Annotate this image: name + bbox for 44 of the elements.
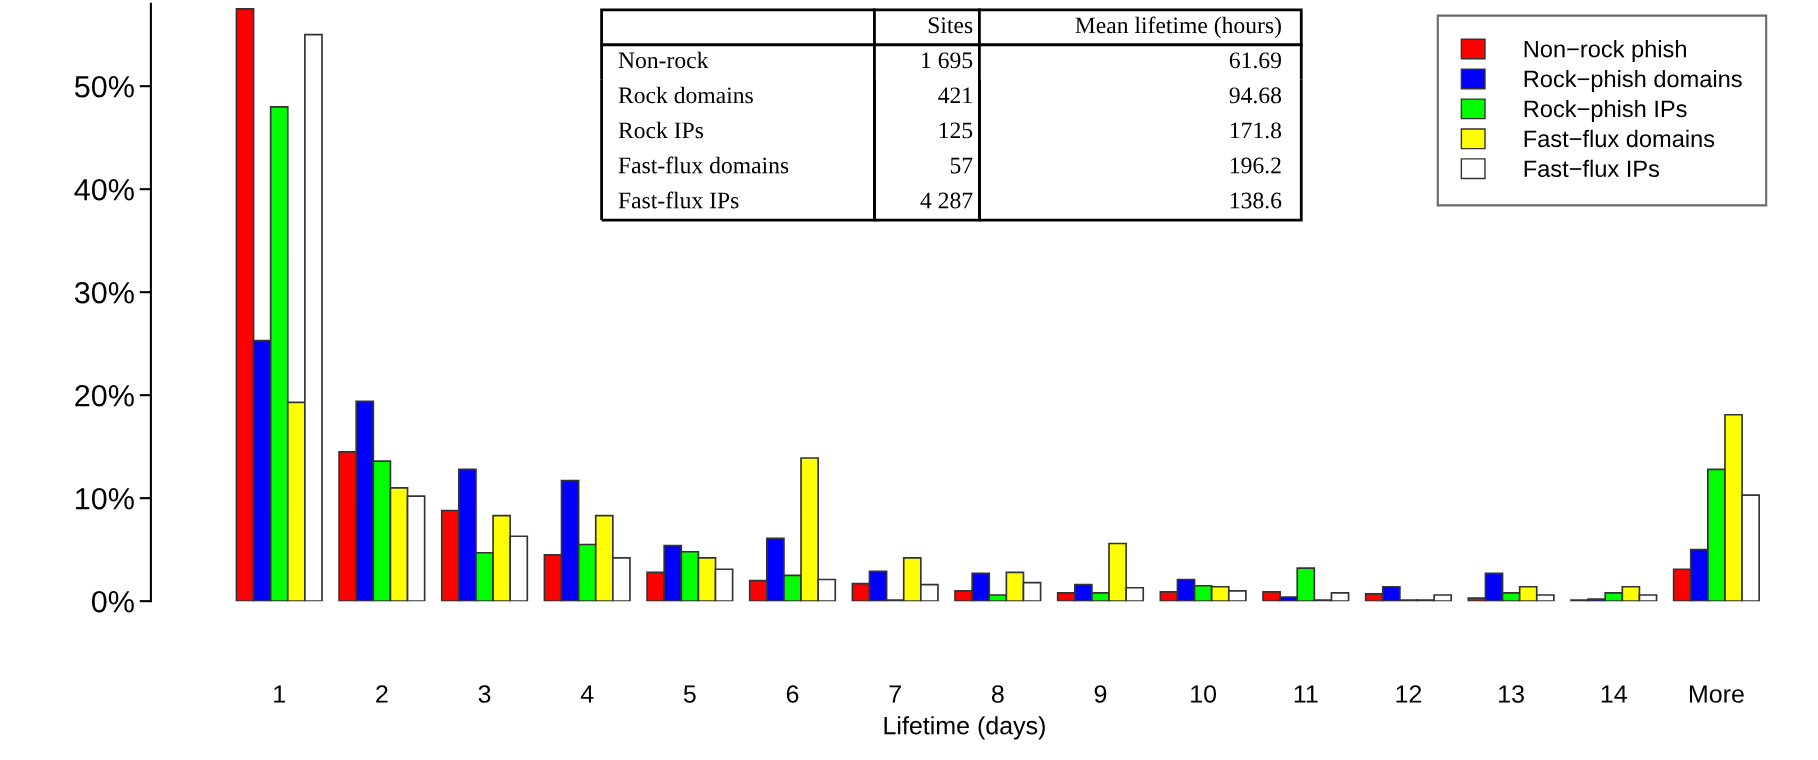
x-tick-label: 2 <box>376 685 388 703</box>
annotation: Sites <box>928 17 973 34</box>
annotation: 57 <box>950 157 973 174</box>
x-tick-label: 8 <box>991 685 1004 703</box>
y-tick-label: 0% <box>91 590 134 613</box>
y-tick-label: 30% <box>74 281 134 304</box>
annotation: Rock domains <box>618 86 753 104</box>
x-tick-label: 12 <box>1396 685 1422 703</box>
annotation: Rock IPs <box>618 121 704 139</box>
x-tick-label: 7 <box>889 685 901 703</box>
annotation: 196.2 <box>1230 157 1281 174</box>
x-tick-label: 14 <box>1601 685 1627 703</box>
x-tick-label: More <box>1689 685 1744 703</box>
legend-label: Fast−flux IPs <box>1524 159 1660 178</box>
y-tick-label: 20% <box>75 384 134 407</box>
annotation: 61.69 <box>1229 52 1281 69</box>
x-axis-title: Lifetime (days) <box>884 716 1045 740</box>
annotation: Non-rock <box>618 51 709 69</box>
y-tick-label: 10% <box>76 487 134 510</box>
y-tick-label: 40% <box>74 178 134 201</box>
annotation: 138.6 <box>1230 192 1282 209</box>
annotation: Mean lifetime (hours) <box>1075 16 1281 39</box>
x-tick-label: 11 <box>1294 685 1318 703</box>
x-tick-label: 4 <box>580 685 594 703</box>
annotation: 421 <box>938 87 972 104</box>
annotation: 171.8 <box>1230 122 1282 139</box>
annotation: Fast-flux domains <box>618 156 789 174</box>
legend-label: Rock−phish IPs <box>1524 99 1687 122</box>
x-tick-label: 6 <box>786 685 799 703</box>
x-tick-label: 10 <box>1191 685 1217 703</box>
annotation: 1 695 <box>922 52 973 69</box>
x-tick-label: 13 <box>1499 685 1524 703</box>
legend-label: Fast−flux domains <box>1524 129 1715 148</box>
x-tick-label: 3 <box>478 685 491 703</box>
annotation: 94.68 <box>1229 87 1282 104</box>
x-tick-label: 5 <box>683 685 696 703</box>
annotation: 125 <box>939 122 973 139</box>
x-tick-label: 1 <box>274 685 285 703</box>
annotation: 4 287 <box>920 192 973 209</box>
annotation: Fast-flux IPs <box>618 191 739 209</box>
x-tick-label: 9 <box>1094 685 1107 703</box>
legend-label: Rock−phish domains <box>1524 69 1742 92</box>
y-tick-label: 50% <box>74 75 134 98</box>
legend-label: Non−rock phish <box>1524 40 1686 63</box>
